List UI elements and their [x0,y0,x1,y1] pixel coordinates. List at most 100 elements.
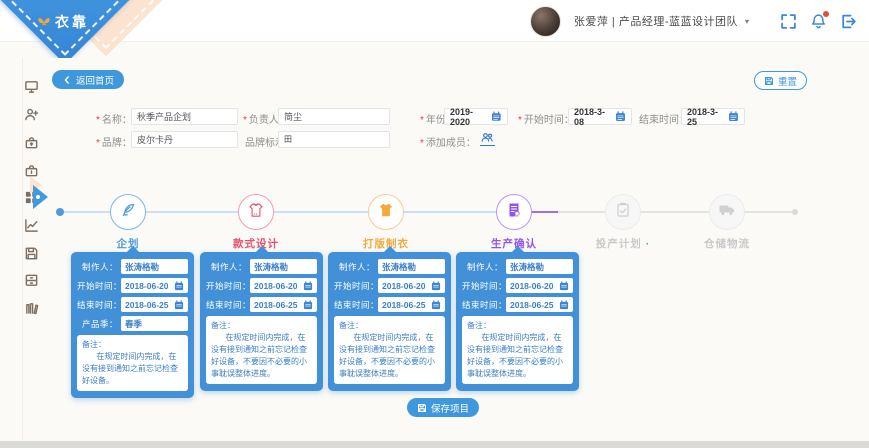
timeline-start-dot [56,208,64,216]
start-label: 开始时间： [77,280,123,291]
brand-mark-label: 品牌标示： [245,138,295,149]
start-date-input[interactable]: 2018-06-20 [378,278,445,293]
notification-bell-icon[interactable] [810,10,829,30]
step-planning-label[interactable]: 企划 [116,238,140,250]
step-production-plan-circle[interactable] [605,194,641,230]
archive-icon[interactable] [24,273,39,288]
end-date-input[interactable]: 2018-06-25 [250,297,317,312]
step-warehouse-logistics-circle[interactable] [709,194,745,230]
owner-input[interactable]: 简尘 [278,108,390,125]
bag-tag-icon[interactable] [24,163,39,178]
note-input[interactable]: 备注： 在规定时间内完成，在没有接到通知之前忘记检查好设备。 [77,335,188,391]
sidebar-expand-arrow[interactable] [33,185,48,209]
step-production-plan-label[interactable]: 投产计划 · [595,238,651,250]
tshirt-filled-icon [377,201,395,224]
reset-button[interactable]: 重置 [754,71,808,90]
notification-badge [823,10,829,17]
note-label: 备注： [467,321,491,330]
name-label: * 名称： [96,115,132,126]
planning-card: 制作人： 张涛格勒 开始时间： 2018-06-20 结束时间： 2018-06… [71,245,194,398]
user-avatar[interactable] [529,5,561,37]
truck-icon [718,201,736,224]
user-menu-caret[interactable]: ▾ [744,16,749,26]
end-date-input[interactable]: 2018-06-25 [378,297,445,312]
end-date-input[interactable]: 2018-06-25 [506,297,573,312]
calendar-icon[interactable] [559,280,569,291]
maker-input[interactable]: 张涛格勒 [121,259,188,274]
step-production-confirm-label[interactable]: 生产确认 [491,238,537,250]
note-label: 备注： [211,321,235,330]
calendar-icon[interactable] [431,299,441,310]
calendar-icon[interactable] [174,280,184,291]
step-warehouse-logistics-label: 仓储物流 [704,238,750,250]
start-date-input[interactable]: 2018-06-20 [250,278,317,293]
logo: 衣靠 [0,0,220,58]
add-member-label: * 添加成员： [420,138,476,149]
maker-input[interactable]: 张涛格勒 [250,259,317,274]
season-input[interactable]: 春季 [121,316,188,331]
calendar-icon[interactable] [174,299,184,310]
step-style-design-label[interactable]: 款式设计 [233,238,279,250]
monitor-icon[interactable] [24,79,39,94]
chart-icon[interactable] [24,218,39,233]
fullscreen-icon[interactable] [780,13,797,30]
bottom-scrollbar-strip[interactable] [0,441,869,448]
save-project-button[interactable]: 保存项目 [407,398,480,417]
step-planning-circle[interactable] [110,194,146,230]
step-pattern-making-label[interactable]: 打版制衣 [363,238,409,250]
calendar-icon[interactable] [559,299,569,310]
maker-label: 制作人： [210,261,247,272]
year-label: * 年份： [420,115,456,126]
end-date-input[interactable]: 2018-06-25 [121,297,188,312]
reset-save-icon [764,76,774,86]
note-input[interactable]: 备注： 在规定时间内完成，在没有接到通知之前忘记检查好设备，不要因不必要的小事耽… [462,316,573,384]
timeline-line-active [60,211,514,213]
start-date-input[interactable]: 2018-06-20 [506,278,573,293]
year-input[interactable]: 2019-2020 [444,107,508,127]
add-member-icon[interactable] [480,131,495,146]
calendar-icon[interactable] [728,111,739,122]
logo-title: 衣靠 [55,14,89,30]
end-label: 结束时间： [206,299,252,310]
end-label: 结束时间： [77,299,123,310]
feather-icon [119,201,137,224]
production-confirm-card: 制作人： 张涛格勒 开始时间： 2018-06-20 结束时间： 2018-06… [456,245,579,391]
calendar-icon[interactable] [303,299,313,310]
brand-input[interactable]: 皮尔卡丹 [131,131,238,148]
note-input[interactable]: 备注： 在规定时间内完成，在没有接到通知之前忘记检查好设备，不要因不必要的小事耽… [206,316,317,384]
step-pattern-making-circle[interactable] [368,194,404,230]
calendar-icon[interactable] [431,280,441,291]
maker-input[interactable]: 张涛格勒 [378,259,445,274]
start-date-input[interactable]: 2018-06-20 [121,278,188,293]
start-time-label: * 开始时间： [518,115,574,126]
maker-label: 制作人： [81,261,118,272]
maker-input[interactable]: 张涛格勒 [506,259,573,274]
save-icon[interactable] [24,246,39,261]
logout-icon[interactable] [840,13,857,30]
note-input[interactable]: 备注： 在规定时间内完成，在没有接到通知之前忘记检查好设备，不要因不必要的小事耽… [334,316,445,384]
step-style-design-circle[interactable] [238,194,274,230]
clipboard-check-icon [614,201,632,224]
maker-label: 制作人： [338,261,375,272]
brand-mark-input[interactable]: 田 [278,131,390,148]
reset-label: 重置 [778,76,798,88]
end-time-input[interactable]: 2018-3-25 [681,107,745,127]
document-seal-icon [505,201,523,224]
step-indicator-dot: · [645,238,651,250]
calendar-icon[interactable] [491,111,502,122]
start-label: 开始时间： [206,280,252,291]
name-input[interactable]: 秋季产品企划 [131,108,238,125]
step-production-confirm-circle[interactable] [496,194,532,230]
style-design-card: 制作人： 张涛格勒 开始时间： 2018-06-20 结束时间： 2018-06… [200,245,323,391]
end-label: 结束时间： [334,299,380,310]
calendar-icon[interactable] [303,280,313,291]
calendar-icon[interactable] [615,111,626,122]
note-label: 备注： [339,321,363,330]
books-icon[interactable] [24,301,39,316]
start-time-input[interactable]: 2018-3-08 [568,107,632,127]
save-icon [417,403,427,413]
bag-up-icon[interactable] [24,135,39,150]
user-add-icon[interactable] [24,107,39,122]
back-home-button[interactable]: 返回首页 [52,70,125,89]
